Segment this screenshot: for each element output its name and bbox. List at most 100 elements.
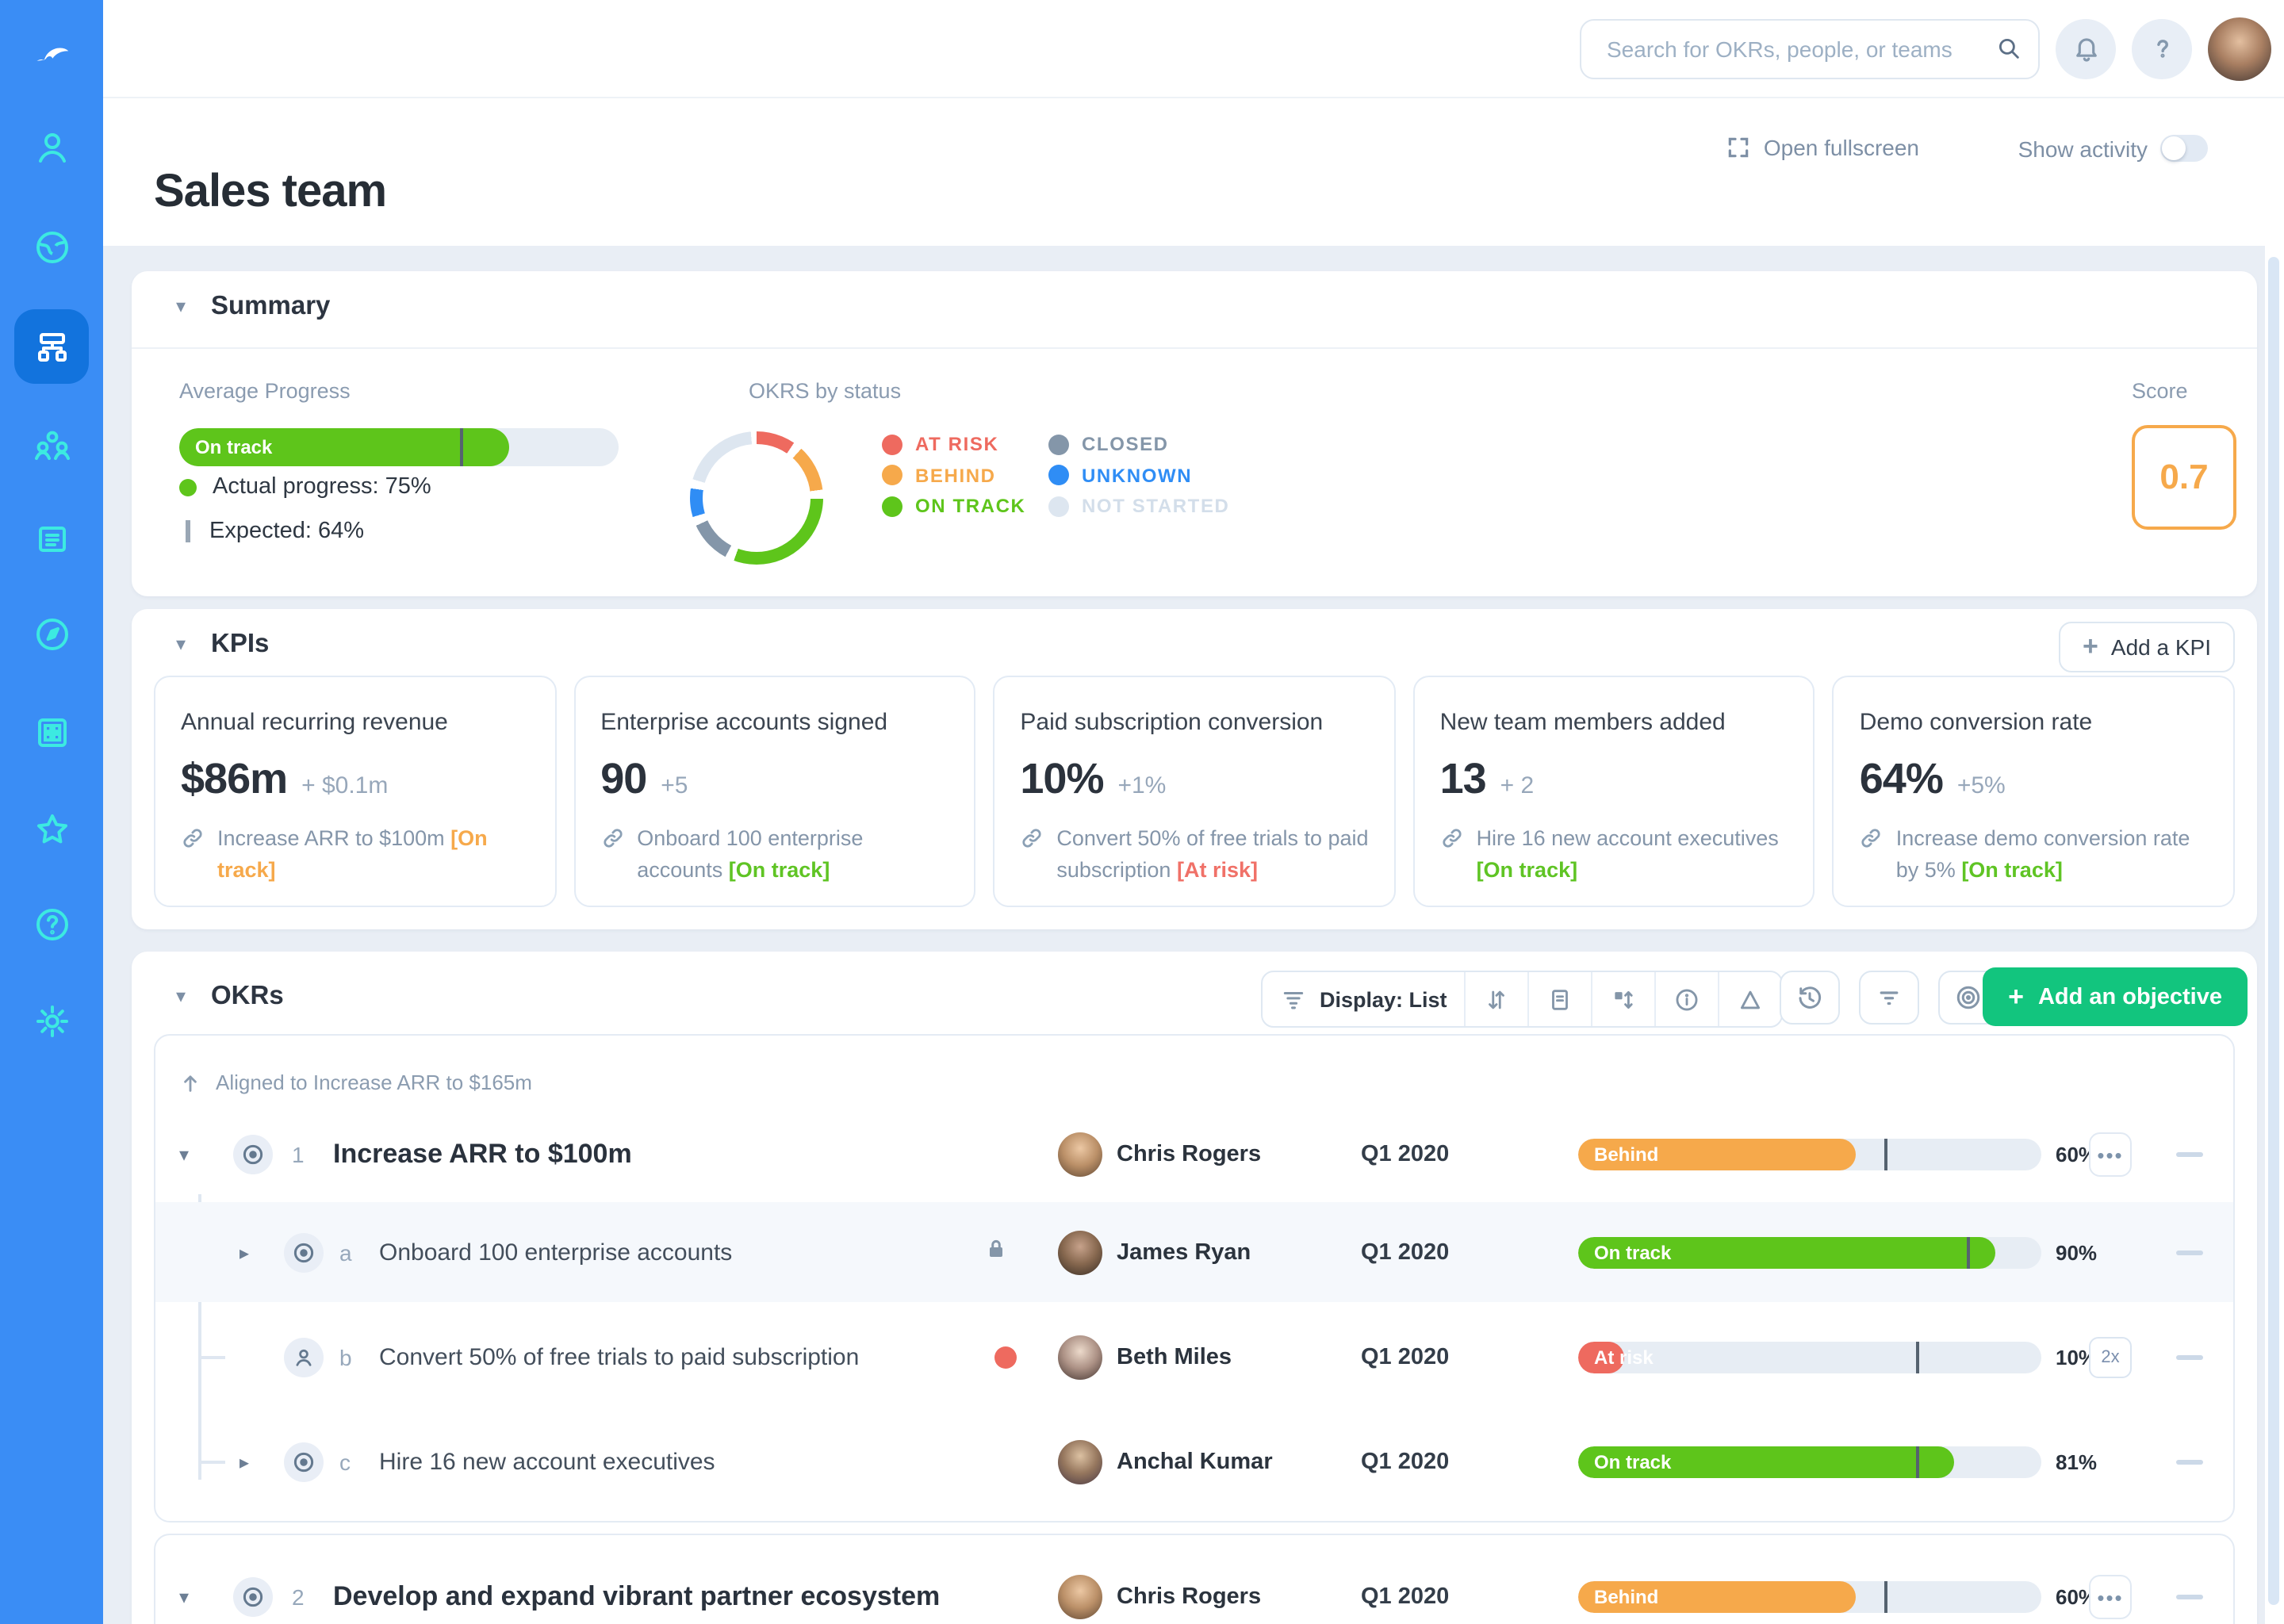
aligned-to-link[interactable]: Aligned to Increase ARR to $165m bbox=[179, 1071, 532, 1094]
app-logo[interactable] bbox=[0, 19, 103, 89]
kpi-value: $86m bbox=[181, 755, 287, 804]
display-list-icon bbox=[1280, 986, 1307, 1013]
key-result-title[interactable]: Onboard 100 enterprise accounts bbox=[379, 1239, 732, 1266]
kpis-section: ▾ KPIs + Add a KPI Annual recurring reve… bbox=[132, 609, 2257, 929]
owner-avatar bbox=[1058, 1132, 1102, 1177]
collapse-caret-kpis[interactable]: ▾ bbox=[176, 633, 186, 655]
row-index: b bbox=[339, 1345, 352, 1370]
page-header: Sales team Open fullscreen Show activity bbox=[103, 98, 2284, 246]
key-result-row[interactable]: ▸ a Onboard 100 enterprise accounts Jame… bbox=[155, 1202, 2233, 1302]
row-height-button[interactable] bbox=[1593, 972, 1657, 1026]
row-menu-button[interactable]: ••• bbox=[2089, 1575, 2132, 1619]
objective-title[interactable]: Develop and expand vibrant partner ecosy… bbox=[333, 1581, 940, 1613]
sidebar-item-help[interactable] bbox=[0, 890, 103, 959]
average-progress-bar: On track bbox=[179, 428, 619, 466]
bell-icon bbox=[2071, 33, 2101, 63]
sidebar-item-org-chart[interactable] bbox=[14, 309, 89, 384]
kpi-delta: + $0.1m bbox=[301, 772, 388, 799]
expand-caret[interactable]: ▸ bbox=[240, 1451, 249, 1473]
sidebar-item-settings[interactable] bbox=[0, 986, 103, 1056]
owner-cell[interactable]: Beth Miles bbox=[1058, 1335, 1232, 1380]
open-fullscreen-button[interactable]: Open fullscreen bbox=[1726, 135, 1919, 160]
key-result-row[interactable]: b Convert 50% of free trials to paid sub… bbox=[155, 1320, 2233, 1396]
expand-caret[interactable]: ▸ bbox=[240, 1241, 249, 1263]
key-result-title[interactable]: Hire 16 new account executives bbox=[379, 1449, 715, 1476]
progress-percent: 90% bbox=[2056, 1240, 2097, 1264]
detail-view-button[interactable] bbox=[1530, 972, 1593, 1026]
collapse-caret-summary[interactable]: ▾ bbox=[176, 295, 186, 317]
key-result-row[interactable]: ▸ c Hire 16 new account executives Ancha… bbox=[155, 1424, 2233, 1500]
scrollbar-track[interactable] bbox=[2265, 98, 2284, 1624]
kpi-linked-objective[interactable]: Hire 16 new account executives [On track… bbox=[1440, 823, 1788, 887]
okr-status-donut-chart bbox=[690, 431, 823, 565]
arrow-up-icon bbox=[179, 1071, 201, 1094]
global-search[interactable] bbox=[1580, 18, 2040, 79]
objective-title[interactable]: Increase ARR to $100m bbox=[333, 1139, 632, 1170]
owner-name: James Ryan bbox=[1117, 1239, 1251, 1265]
key-result-title[interactable]: Convert 50% of free trials to paid subsc… bbox=[379, 1344, 859, 1371]
help-button[interactable] bbox=[2132, 18, 2192, 79]
kpi-linked-objective[interactable]: Convert 50% of free trials to paid subsc… bbox=[1020, 823, 1368, 887]
sidebar-item-profile[interactable] bbox=[0, 113, 103, 182]
legend-item: ON TRACK bbox=[882, 495, 1025, 517]
show-activity-toggle[interactable] bbox=[2160, 135, 2208, 162]
layout-resize-icon bbox=[1611, 986, 1638, 1013]
add-objective-button[interactable]: + Add an objective bbox=[1983, 967, 2248, 1026]
sidebar-item-company[interactable] bbox=[0, 213, 103, 282]
display-mode-button[interactable]: Display: List bbox=[1263, 972, 1466, 1026]
owner-cell[interactable]: Chris Rogers bbox=[1058, 1575, 1261, 1619]
kpi-linked-objective[interactable]: Increase ARR to $100m [On track] bbox=[181, 823, 529, 887]
filter-button[interactable] bbox=[1859, 971, 1919, 1025]
summary-title: Summary bbox=[211, 292, 330, 322]
sort-button[interactable] bbox=[1466, 972, 1530, 1026]
add-kpi-button[interactable]: + Add a KPI bbox=[2059, 622, 2235, 672]
sidebar-item-explore[interactable] bbox=[0, 599, 103, 669]
document-icon bbox=[1547, 986, 1574, 1013]
info-icon bbox=[1674, 986, 1701, 1013]
objective-target-icon bbox=[284, 1232, 324, 1272]
search-icon bbox=[1995, 35, 2022, 62]
owner-name: Beth Miles bbox=[1117, 1345, 1232, 1370]
sidebar-item-apps[interactable] bbox=[0, 698, 103, 768]
history-button[interactable] bbox=[1780, 971, 1840, 1025]
timeframe: Q1 2020 bbox=[1361, 1239, 1449, 1265]
link-icon bbox=[1020, 826, 1044, 850]
row-menu-button[interactable]: ••• bbox=[2089, 1132, 2132, 1177]
kpi-linked-objective[interactable]: Onboard 100 enterprise accounts [On trac… bbox=[600, 823, 948, 887]
collapse-caret[interactable]: ▾ bbox=[179, 1586, 189, 1608]
objective-row[interactable]: ▾ 2 Develop and expand vibrant partner e… bbox=[155, 1559, 2233, 1624]
collapse-caret[interactable]: ▾ bbox=[179, 1143, 189, 1166]
owner-cell[interactable]: Anchal Kumar bbox=[1058, 1440, 1273, 1484]
expected-progress-legend: Expected: 64% bbox=[179, 519, 364, 544]
timeframe: Q1 2020 bbox=[1361, 1584, 1449, 1610]
user-avatar[interactable] bbox=[2208, 17, 2271, 80]
kpi-delta: +5 bbox=[661, 772, 688, 799]
question-icon bbox=[2147, 33, 2177, 63]
summary-section: ▾ Summary Average Progress On track Actu… bbox=[132, 271, 2257, 596]
legend-item: NOT STARTED bbox=[1048, 495, 1230, 517]
multiplier-badge[interactable]: 2x bbox=[2089, 1337, 2132, 1378]
delta-button[interactable] bbox=[1720, 972, 1782, 1026]
objective-row[interactable]: ▾ 1 Increase ARR to $100m Chris Rogers Q… bbox=[155, 1116, 2233, 1193]
notifications-button[interactable] bbox=[2056, 18, 2116, 79]
kpi-linked-objective[interactable]: Increase demo conversion rate by 5% [On … bbox=[1860, 823, 2208, 887]
sidebar-item-reports[interactable] bbox=[0, 504, 103, 574]
kpi-title: Paid subscription conversion bbox=[1020, 709, 1368, 736]
sidebar-item-teams[interactable] bbox=[0, 411, 103, 481]
search-input[interactable] bbox=[1604, 34, 1995, 63]
okr-view-toolbar: Display: List bbox=[1261, 971, 1784, 1028]
history-icon bbox=[1795, 983, 1824, 1012]
owner-cell[interactable]: Chris Rogers bbox=[1058, 1132, 1261, 1177]
legend-item: AT RISK bbox=[882, 433, 998, 455]
bullseye-icon bbox=[1954, 983, 1983, 1012]
sidebar-item-favorites[interactable] bbox=[0, 795, 103, 864]
kpi-title: Demo conversion rate bbox=[1860, 709, 2208, 736]
objective-target-icon bbox=[233, 1577, 273, 1617]
owner-cell[interactable]: James Ryan bbox=[1058, 1230, 1251, 1274]
info-button[interactable] bbox=[1657, 972, 1720, 1026]
kpi-tile: Paid subscription conversion 10%+1% Conv… bbox=[993, 676, 1395, 907]
show-activity-control: Show activity bbox=[2018, 135, 2208, 162]
scrollbar-thumb[interactable] bbox=[2268, 257, 2279, 1605]
collapse-caret-okrs[interactable]: ▾ bbox=[176, 985, 186, 1007]
row-index: c bbox=[339, 1450, 351, 1475]
